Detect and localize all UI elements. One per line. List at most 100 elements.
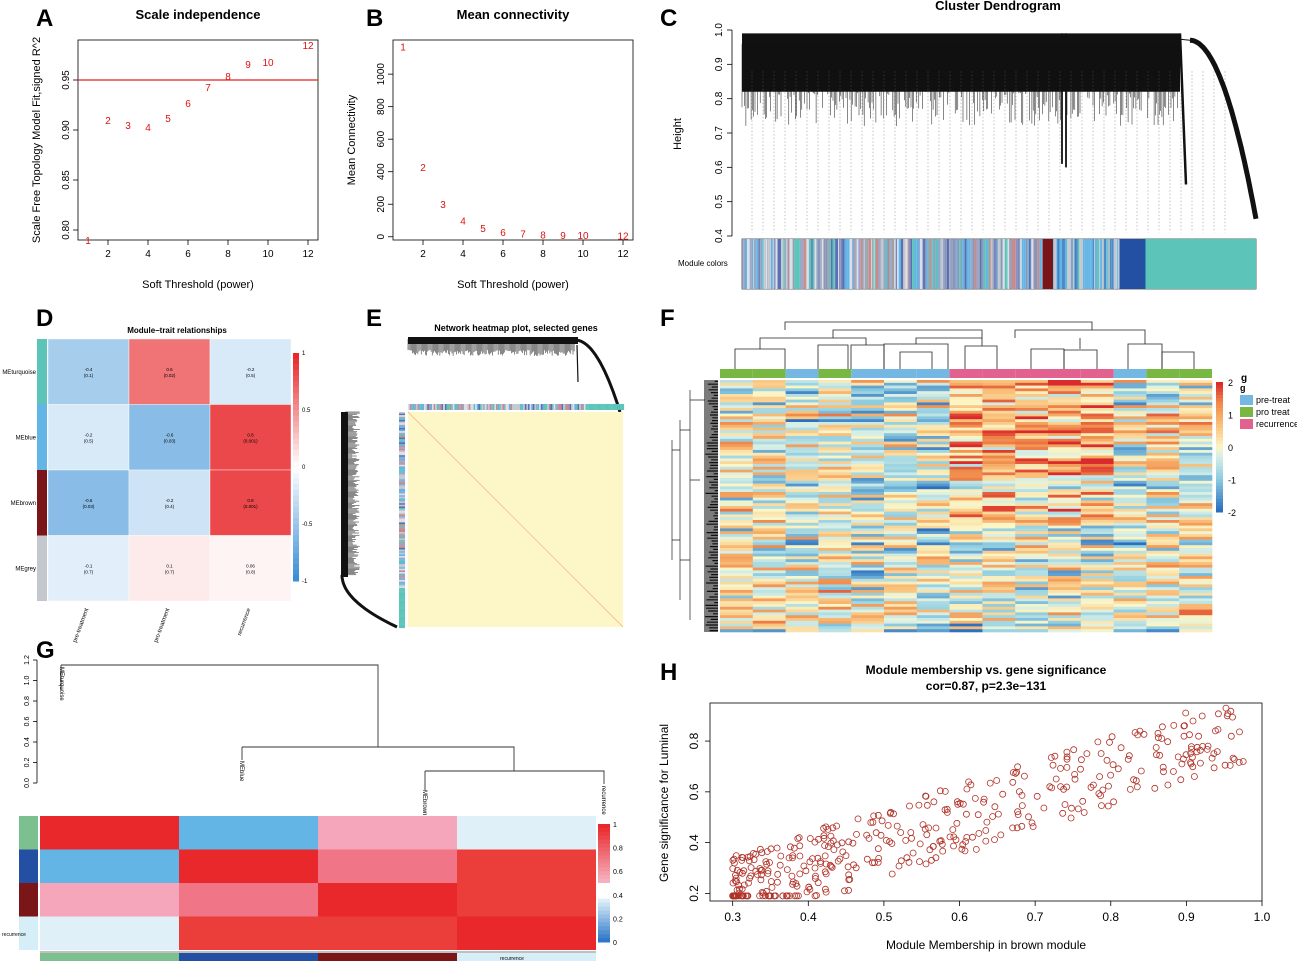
heatmap-cell — [1048, 472, 1082, 476]
heatmap-cell — [884, 500, 918, 504]
heatmap-cell — [785, 522, 819, 526]
heatmap-cell — [720, 503, 754, 507]
heatmap-cell — [1080, 542, 1114, 546]
plot-frame — [77, 39, 319, 241]
heatmap-cell — [916, 385, 950, 389]
heatmap-cell — [982, 514, 1016, 518]
heatmap-cell — [851, 576, 885, 580]
heatmap-cell — [785, 578, 819, 582]
module-stripe — [764, 239, 767, 289]
heatmap-cell — [851, 564, 885, 568]
heatmap-cell — [1048, 536, 1082, 540]
row-color-swatch — [37, 339, 47, 405]
heatmap-cell — [1146, 391, 1180, 395]
module-stripe — [1080, 239, 1083, 289]
data-point — [1159, 723, 1166, 731]
heatmap-cell — [1048, 576, 1082, 580]
heatmap-cell — [949, 413, 983, 417]
legend-gradient-step — [293, 421, 299, 428]
dendrogram-guides — [751, 71, 1226, 233]
heatmap-cell — [785, 528, 819, 532]
heatmap-cell — [884, 601, 918, 605]
heatmap-cell — [1146, 595, 1180, 599]
heatmap-cell — [1113, 391, 1147, 395]
heatmap-cell — [1080, 424, 1114, 428]
x-tick-label: 8 — [225, 249, 231, 260]
heatmap-cell — [752, 559, 786, 563]
heatmap-cell — [1048, 531, 1082, 535]
heatmap-cell — [1015, 545, 1049, 549]
dendrogram-join — [1139, 34, 1191, 41]
module-stripe — [1002, 239, 1005, 289]
heatmap-cell — [1080, 545, 1114, 549]
data-point — [827, 839, 835, 847]
heatmap-cell — [1080, 595, 1114, 599]
heatmap-cell — [982, 447, 1016, 451]
heatmap-cell — [179, 816, 318, 850]
heatmap-cell — [818, 480, 852, 484]
data-point — [776, 861, 784, 869]
x-tick-label: 12 — [617, 249, 629, 260]
heatmap-cell — [916, 391, 950, 395]
heatmap-cell — [720, 550, 754, 554]
heatmap-cell — [209, 338, 292, 405]
column-color-strip — [531, 404, 533, 410]
module-stripe — [816, 239, 818, 289]
heatmap-cell — [982, 601, 1016, 605]
module-stripe — [846, 239, 848, 289]
row-color-strip — [399, 524, 405, 526]
data-point — [829, 824, 837, 832]
heatmap-cell — [1048, 413, 1082, 417]
y-tick-label: 0.9 — [714, 57, 725, 71]
heatmap-cell — [1179, 598, 1213, 602]
row-color-strip — [399, 620, 405, 622]
data-point — [1071, 775, 1079, 783]
data-point — [941, 788, 949, 795]
heatmap-cell — [1048, 539, 1082, 543]
heatmap-cell — [949, 562, 983, 566]
module-stripe — [912, 239, 915, 289]
heatmap-cell — [851, 606, 885, 610]
row-color-strip — [399, 460, 405, 462]
column-color-strip — [592, 404, 594, 410]
heatmap-cell — [949, 427, 983, 431]
heatmap-cell — [949, 424, 983, 428]
heatmap-cell — [851, 382, 885, 386]
x-tick-label: 0.6 — [951, 910, 968, 924]
column-color-strip — [412, 404, 415, 410]
heatmap-cell — [916, 472, 950, 476]
heatmap-cell — [1080, 472, 1114, 476]
column-color-strip — [452, 404, 455, 410]
data-point — [1074, 805, 1082, 813]
heatmap-cell — [1113, 581, 1147, 585]
heatmap-cell — [1080, 450, 1114, 454]
data-point — [903, 854, 911, 862]
module-stripe — [1090, 239, 1093, 289]
module-stripe — [855, 239, 857, 289]
heatmap-cell — [949, 522, 983, 526]
heatmap-cell — [1179, 396, 1213, 400]
chart-subtitle: cor=0.87, p=2.3e−131 — [926, 679, 1047, 693]
heatmap-cell — [884, 517, 918, 521]
data-point — [1164, 781, 1172, 789]
heatmap-cell — [1048, 402, 1082, 406]
heatmap-cell — [720, 466, 754, 470]
data-point — [888, 870, 896, 878]
legend-tick: 1 — [302, 351, 306, 357]
row-color-strip — [399, 468, 405, 470]
module-stripe — [997, 239, 999, 289]
heatmap-cell — [1113, 626, 1147, 630]
heatmap-cell — [884, 494, 918, 498]
legend-gradient-step — [293, 558, 299, 565]
heatmap-cell — [884, 464, 918, 468]
heatmap-cell — [851, 441, 885, 445]
module-stripe — [961, 239, 963, 289]
heatmap-cell — [1179, 623, 1213, 627]
row-color-strip — [399, 471, 405, 473]
data-point — [1097, 750, 1105, 757]
legend-gradient-step — [293, 461, 299, 468]
heatmap-cell — [916, 424, 950, 428]
heatmap-cell — [884, 380, 918, 384]
heatmap-cell — [982, 419, 1016, 423]
heatmap-cell — [720, 447, 754, 451]
